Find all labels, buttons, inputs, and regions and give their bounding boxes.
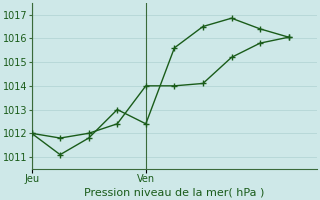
X-axis label: Pression niveau de la mer( hPa ): Pression niveau de la mer( hPa ) <box>84 187 265 197</box>
